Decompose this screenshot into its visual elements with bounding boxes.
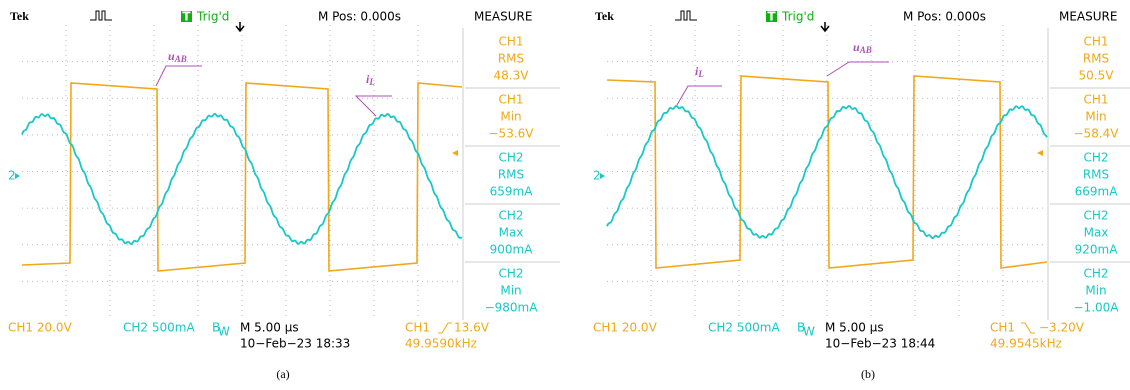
- caption: (b): [861, 367, 875, 381]
- scope-panel: Tek T Trig'd M Pos: 0.000s MEASURE 2 uAB iL CH1 R…: [8, 9, 560, 381]
- measure-line: CH1: [498, 93, 523, 107]
- measure-line: 900mA: [490, 243, 534, 257]
- ch1-waveform: [22, 83, 462, 271]
- measure-line: CH1: [1083, 93, 1108, 107]
- measure-line: 659mA: [490, 185, 534, 199]
- measure-line: −1.00A: [1074, 301, 1120, 315]
- trigger-badge: T: [767, 10, 776, 24]
- ch1-scale: CH1 20.0V: [593, 321, 658, 335]
- annotation: uAB: [168, 49, 187, 64]
- measure-line: CH2: [498, 209, 523, 223]
- measure-line: CH2: [1083, 209, 1108, 223]
- measure-line: RMS: [498, 168, 524, 182]
- m-pos: M Pos: 0.000s: [903, 10, 986, 24]
- measure-line: CH2: [498, 267, 523, 281]
- date: 10−Feb−23 18:33: [240, 337, 350, 351]
- measure-line: CH1: [1083, 35, 1108, 49]
- measure-line: RMS: [1083, 52, 1109, 66]
- annotation: iL: [695, 64, 704, 79]
- scope-panel: Tek T Trig'd M Pos: 0.000s MEASURE 2 iL uAB CH1 R…: [593, 9, 1130, 381]
- annotation-sub: AB: [174, 54, 187, 64]
- measure-line: CH2: [1083, 267, 1108, 281]
- ch1-scale: CH1 20.0V: [8, 321, 73, 335]
- annotation-sub: L: [368, 77, 375, 87]
- trig-level-arrow: [452, 150, 458, 156]
- measure-title: MEASURE: [1059, 10, 1117, 24]
- annotation-leader: [356, 96, 392, 116]
- measure-line: RMS: [498, 52, 524, 66]
- annotation: uAB: [853, 40, 872, 55]
- annotation: iL: [366, 72, 375, 87]
- date: 10−Feb−23 18:44: [825, 337, 935, 351]
- trigger-level: −3.20V: [1039, 321, 1085, 335]
- trig-level-arrow: [1037, 150, 1043, 156]
- bw-limit-sub: W: [803, 325, 815, 339]
- measure-line: Min: [1085, 110, 1106, 124]
- figure: Tek T Trig'd M Pos: 0.000s MEASURE 2 uAB iL CH1 R…: [0, 0, 1130, 390]
- measure-line: CH1: [498, 35, 523, 49]
- measure-line: Min: [1085, 284, 1106, 298]
- annotation-sub: L: [697, 69, 704, 79]
- trigger-status: Trig'd: [196, 10, 229, 24]
- measure-line: −980mA: [485, 301, 539, 315]
- ch2-marker-arrow: [15, 173, 20, 179]
- annotation-sub: AB: [859, 45, 872, 55]
- measure-line: Max: [499, 226, 524, 240]
- measure-line: RMS: [1083, 168, 1109, 182]
- graticule: [22, 25, 462, 318]
- measure-line: 920mA: [1075, 243, 1119, 257]
- measure-line: Max: [1084, 226, 1109, 240]
- measure-line: 669mA: [1075, 185, 1119, 199]
- measure-line: CH2: [1083, 151, 1108, 165]
- trigger-channel: CH1: [990, 321, 1015, 335]
- ch2-scale: CH2 500mA: [708, 321, 780, 335]
- brand: Tek: [10, 9, 29, 23]
- caption: (a): [276, 367, 289, 381]
- trigger-channel: CH1: [405, 321, 430, 335]
- ch2-scale: CH2 500mA: [123, 321, 195, 335]
- ch2-waveform: [22, 114, 462, 244]
- bw-limit-sub: W: [218, 325, 230, 339]
- trigger-slope: [1021, 323, 1035, 333]
- measure-title: MEASURE: [474, 10, 532, 24]
- m-pos: M Pos: 0.000s: [318, 10, 401, 24]
- timebase: M 5.00 µs: [825, 321, 884, 335]
- trigger-badge: T: [182, 10, 191, 24]
- annotation-leader: [827, 62, 889, 76]
- trigger-pos-arrow: [236, 22, 244, 31]
- ch2-marker: 2: [593, 169, 601, 183]
- ch2-marker-arrow: [600, 173, 605, 179]
- annotation-leader: [677, 86, 722, 105]
- acq-icon: [90, 11, 112, 20]
- measure-line: 50.5V: [1079, 69, 1115, 83]
- trigger-slope: [438, 323, 452, 333]
- acq-icon: [675, 11, 697, 20]
- measure-line: 48.3V: [494, 69, 530, 83]
- trigger-pos-arrow: [821, 22, 829, 31]
- frequency: 49.9545kHz: [990, 337, 1062, 351]
- measure-line: Min: [500, 110, 521, 124]
- measure-line: CH2: [498, 151, 523, 165]
- graticule: [607, 25, 1047, 318]
- brand: Tek: [595, 9, 614, 23]
- measure-line: −58.4V: [1074, 127, 1120, 141]
- measure-line: −53.6V: [489, 127, 535, 141]
- trigger-level: 13.6V: [454, 321, 490, 335]
- annotation-leader: [156, 66, 202, 86]
- frequency: 49.9590kHz: [405, 337, 477, 351]
- timebase: M 5.00 µs: [240, 321, 299, 335]
- measure-line: Min: [500, 284, 521, 298]
- ch2-marker: 2: [8, 169, 16, 183]
- trigger-status: Trig'd: [781, 10, 814, 24]
